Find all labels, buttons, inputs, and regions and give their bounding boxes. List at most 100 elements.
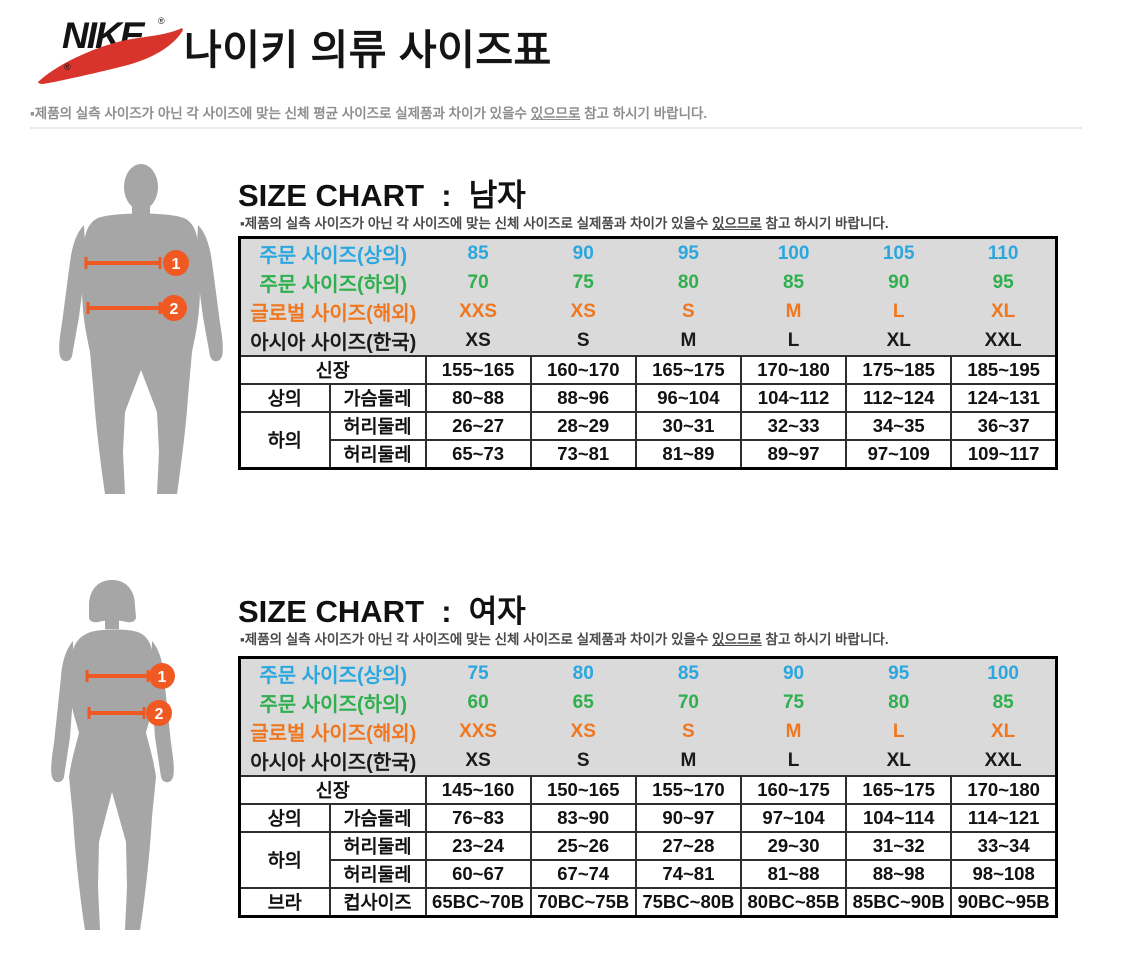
- row-label: 글로벌 사이즈(해외): [239, 297, 426, 326]
- size-value-cell: 80: [846, 688, 952, 717]
- waist-measure-line: [87, 707, 146, 719]
- measure-value-cell: 74~81: [634, 859, 742, 889]
- size-value-cell: 90: [740, 657, 847, 688]
- measure-value-cell: 88~98: [845, 859, 953, 889]
- measure-value-cell: 112~124: [845, 383, 953, 413]
- nike-logo: NIKE ® ®: [38, 15, 183, 84]
- top-disclaimer-tail: 참고 하시기 바랍니다.: [580, 106, 708, 121]
- measure-label: 가슴둘레: [328, 383, 427, 413]
- bullet-icon: ▪: [240, 632, 245, 647]
- size-header-row: 주문 사이즈(하의) 60 65 70 75 80 85: [239, 688, 1057, 717]
- top-disclaimer-underlined: 있으므로: [530, 106, 581, 121]
- size-value-cell: 90: [530, 237, 636, 268]
- size-value-cell: XS: [425, 326, 531, 356]
- male-silhouette: 1 2: [59, 164, 223, 494]
- row-label: 신장: [238, 355, 427, 385]
- measure-label: 허리둘레: [328, 411, 427, 441]
- size-value-cell: L: [846, 717, 952, 746]
- marker-1-number: 1: [158, 669, 167, 686]
- measure-value-cell: 175~185: [845, 355, 953, 385]
- size-value-cell: XXS: [425, 297, 531, 326]
- measure-value-cell: 25~26: [529, 831, 637, 861]
- measure-row: 허리둘레 65~73 73~81 81~89 89~97 97~109 109~117: [240, 439, 1058, 470]
- marker-2-icon: [161, 295, 187, 321]
- measure-value-cell: 32~33: [739, 411, 848, 441]
- size-value-cell: 85: [951, 688, 1057, 717]
- measure-value-cell: 114~121: [950, 803, 1058, 833]
- marker-1-icon: [149, 663, 175, 689]
- measure-value-cell: 34~35: [845, 411, 953, 441]
- size-value-cell: XL: [846, 746, 952, 776]
- size-header-row: 글로벌 사이즈(해외) XXS XS S M L XL: [239, 717, 1057, 746]
- size-value-cell: M: [635, 326, 741, 356]
- size-value-cell: 110: [951, 237, 1057, 268]
- measure-value-cell: 88~96: [529, 383, 637, 413]
- measure-value-cell: 170~180: [739, 355, 848, 385]
- measure-value-cell: 124~131: [950, 383, 1058, 413]
- header-divider: [30, 127, 1082, 129]
- size-header-row: 주문 사이즈(상의) 75 80 85 90 95 100: [239, 657, 1057, 688]
- measure-row: 브라 컵사이즈 65BC~70B 70BC~75B 75BC~80B 80BC~85B 85…: [238, 887, 1058, 918]
- measure-value-cell: 76~83: [424, 803, 532, 833]
- group-label: 상의: [238, 803, 331, 833]
- measure-label: 허리둘레: [328, 859, 427, 889]
- size-value-cell: 95: [951, 268, 1057, 297]
- size-value-cell: 65: [530, 688, 636, 717]
- measure-value-cell: 81~89: [634, 439, 742, 470]
- size-value-cell: 80: [635, 268, 741, 297]
- row-label: 아시아 사이즈(한국): [239, 326, 426, 356]
- row-label: 신장: [238, 775, 427, 805]
- measure-value-cell: 90~97: [634, 803, 742, 833]
- size-value-cell: 95: [635, 237, 741, 268]
- measure-value-cell: 145~160: [424, 775, 532, 805]
- measure-value-cell: 36~37: [950, 411, 1058, 441]
- measure-value-cell: 26~27: [424, 411, 532, 441]
- size-value-cell: S: [635, 297, 741, 326]
- measure-value-cell: 81~88: [739, 859, 848, 889]
- measure-value-cell: 155~165: [424, 355, 532, 385]
- size-value-cell: XL: [951, 717, 1057, 746]
- registered-mark-icon: ®: [158, 16, 165, 26]
- size-value-cell: 80: [530, 657, 636, 688]
- measure-row: 신장 145~160 150~165 155~170 160~175 165~175 170…: [238, 775, 1058, 805]
- measure-row: 하의 허리둘레 26~27 28~29 30~31 32~33 34~35 36~37: [238, 411, 1058, 470]
- row-label: 주문 사이즈(상의): [239, 657, 426, 688]
- row-label: 주문 사이즈(하의): [239, 268, 426, 297]
- measure-value-cell: 97~104: [739, 803, 848, 833]
- nike-swoosh-icon: [38, 28, 183, 84]
- measure-value-cell: 29~30: [739, 831, 848, 861]
- measure-value-cell: 33~34: [950, 831, 1058, 861]
- measure-value-cell: 73~81: [529, 439, 637, 470]
- size-value-cell: S: [635, 717, 741, 746]
- measure-value-cell: 80~88: [424, 383, 532, 413]
- size-value-cell: L: [740, 326, 847, 356]
- group-label: 브라: [238, 887, 331, 918]
- row-label: 아시아 사이즈(한국): [239, 746, 426, 776]
- measure-label: 컵사이즈: [328, 887, 427, 918]
- size-value-cell: 75: [530, 268, 636, 297]
- size-value-cell: S: [530, 746, 636, 776]
- measure-value-cell: 104~114: [845, 803, 953, 833]
- women-disclaimer-tail: 참고 하시기 바랍니다.: [761, 632, 889, 647]
- measure-value-cell: 67~74: [529, 859, 637, 889]
- marker-1-icon: [163, 250, 189, 276]
- measure-value-cell: 96~104: [634, 383, 742, 413]
- size-value-cell: 75: [740, 688, 847, 717]
- size-header-row: 아시아 사이즈(한국) XS S M L XL XXL: [239, 746, 1057, 776]
- size-value-cell: 100: [740, 237, 847, 268]
- measure-value-cell: 23~24: [424, 831, 532, 861]
- measure-value-cell: 160~175: [739, 775, 848, 805]
- men-section-disclaimer: ▪제품의 실측 사이즈가 아닌 각 사이즈에 맞는 신체 사이즈로 실제품과 차…: [240, 212, 889, 232]
- marker-1-number: 1: [172, 256, 181, 273]
- size-value-cell: XXL: [951, 746, 1057, 776]
- measure-value-cell: 165~175: [845, 775, 953, 805]
- measure-value-cell: 80BC~85B: [739, 887, 848, 918]
- measure-value-cell: 160~170: [529, 355, 637, 385]
- size-value-cell: 75: [425, 657, 531, 688]
- female-silhouette: 1 2: [51, 580, 175, 930]
- top-disclaimer-text: 제품의 실측 사이즈가 아닌 각 사이즈에 맞는 신체 평균 사이즈로 실제품과…: [34, 106, 531, 121]
- measure-value-cell: 60~67: [424, 859, 532, 889]
- measure-value-cell: 30~31: [634, 411, 742, 441]
- size-value-cell: XL: [951, 297, 1057, 326]
